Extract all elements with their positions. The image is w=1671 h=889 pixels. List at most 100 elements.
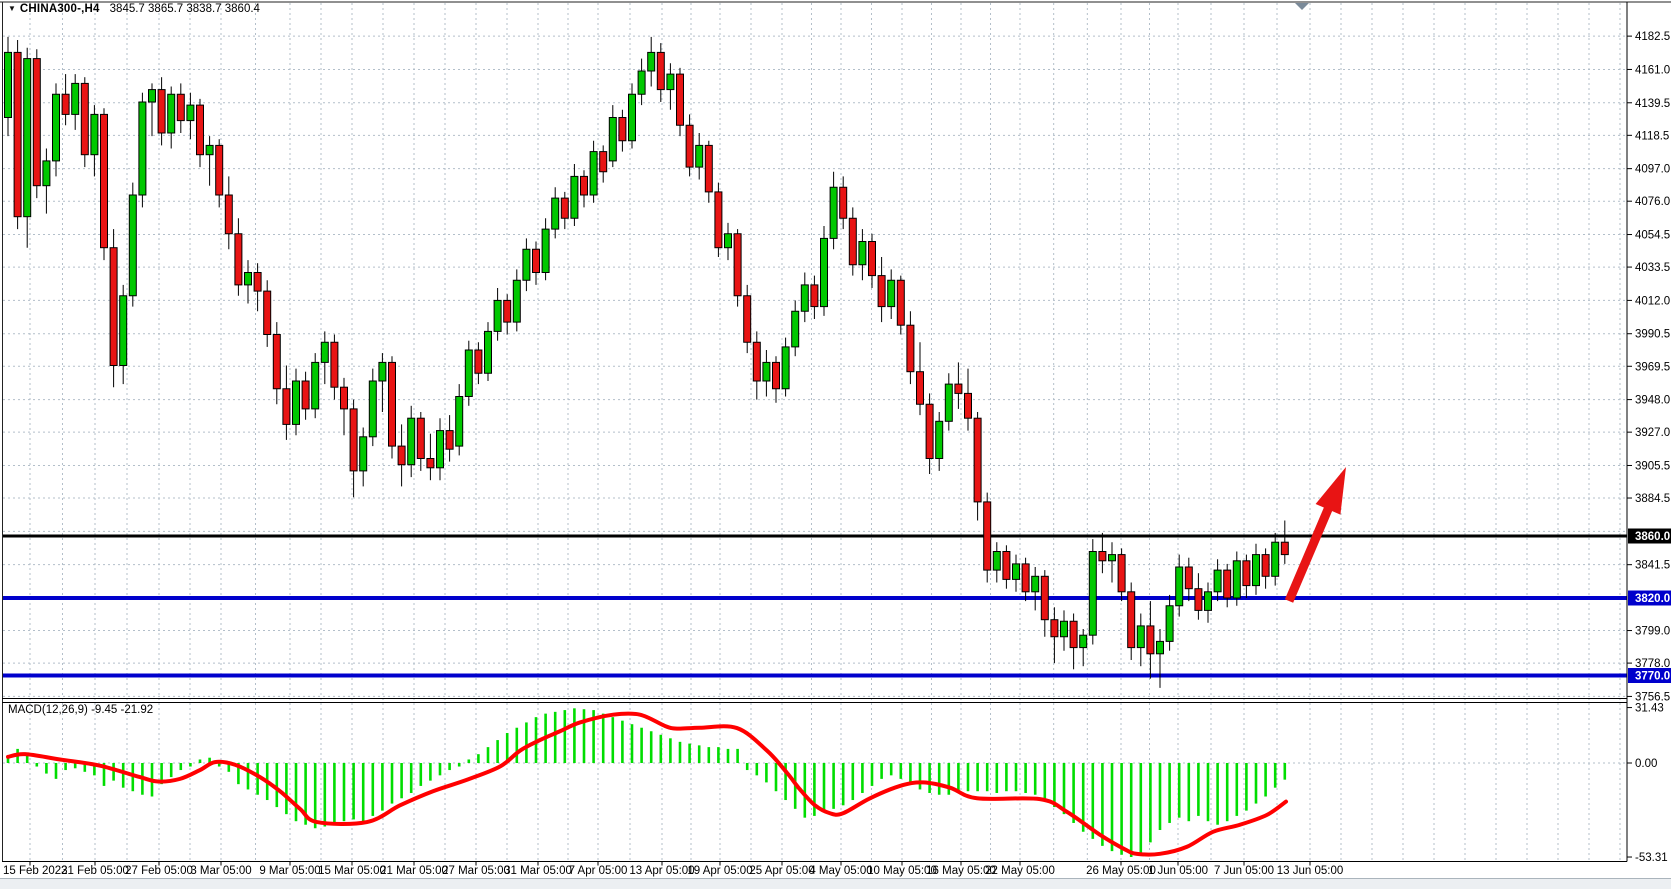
candle-body-bear bbox=[704, 144, 713, 193]
candle-body-bear bbox=[1127, 591, 1136, 649]
candle-body-bear bbox=[580, 175, 588, 196]
candle-body-bull bbox=[71, 82, 80, 115]
price-axis-label: 4012.0 bbox=[1635, 295, 1670, 307]
candle-body-bear bbox=[234, 233, 243, 286]
candle-body-bull bbox=[1252, 554, 1260, 587]
date-axis-label[interactable]: 25 Apr 05:00 bbox=[749, 865, 814, 877]
candle-body-bear bbox=[676, 73, 684, 126]
date-axis-label[interactable]: 26 May 05:00 bbox=[1086, 865, 1156, 877]
candle-body-bull bbox=[320, 341, 329, 363]
candle-body-bull bbox=[512, 279, 521, 323]
candle-body-bear bbox=[964, 392, 972, 419]
trend-arrow-head[interactable] bbox=[1315, 467, 1346, 515]
candle-body-bear bbox=[1146, 625, 1155, 655]
price-line-badge-label: 3770.0 bbox=[1635, 671, 1670, 683]
candle-body-bear bbox=[1242, 560, 1251, 587]
candle-body-bull bbox=[407, 417, 416, 466]
date-axis-label[interactable]: 19 Apr 05:00 bbox=[687, 865, 752, 877]
candle-body-bear bbox=[157, 89, 166, 134]
candle-body-bear bbox=[925, 403, 934, 459]
date-axis-label[interactable]: 31 Mar 05:00 bbox=[504, 865, 572, 877]
date-axis-label[interactable]: 27 Feb 05:00 bbox=[125, 865, 193, 877]
candle-body-bull bbox=[608, 117, 617, 162]
candle-body-bull bbox=[42, 160, 51, 187]
candle-body-bear bbox=[503, 299, 512, 323]
candle-body-bear bbox=[196, 104, 204, 156]
candle-body-bear bbox=[714, 191, 723, 249]
candle-body-bull bbox=[23, 58, 32, 218]
candle-body-bear bbox=[848, 217, 857, 266]
candle-body-bull bbox=[1271, 541, 1280, 577]
candle-body-bear bbox=[388, 361, 396, 447]
candle-body-bear bbox=[1280, 541, 1289, 556]
candle-body-bear bbox=[1261, 554, 1270, 577]
candle-body-bear bbox=[215, 144, 224, 196]
candle-body-bull bbox=[1156, 640, 1164, 655]
candle-body-bear bbox=[109, 247, 118, 366]
macd-signal-line bbox=[6, 711, 1288, 857]
trend-arrow-shaft[interactable] bbox=[1284, 502, 1335, 603]
candle-body-bear bbox=[330, 341, 339, 388]
candle-body-bear bbox=[1223, 569, 1232, 599]
candle-body-bear bbox=[906, 324, 915, 373]
date-axis-label[interactable]: 21 Mar 05:00 bbox=[380, 865, 448, 877]
toolbar-collapse-icon[interactable] bbox=[1295, 3, 1309, 10]
candle-body-bull bbox=[762, 361, 771, 382]
date-axis-label[interactable]: 13 Jun 05:00 bbox=[1277, 865, 1344, 877]
candle-body-bear bbox=[618, 117, 627, 142]
candle-body-bear bbox=[282, 388, 291, 425]
date-axis-label[interactable]: 9 Mar 05:00 bbox=[259, 865, 320, 877]
macd-values: -9.45 -21.92 bbox=[91, 704, 154, 716]
candle-body-bear bbox=[752, 341, 761, 382]
date-axis-label[interactable]: 1 Jun 05:00 bbox=[1148, 865, 1208, 877]
candle-body-bull bbox=[1232, 560, 1241, 599]
candle-body-bull bbox=[311, 361, 320, 410]
candle-body-bull bbox=[666, 73, 675, 91]
candle-body-bull bbox=[464, 349, 473, 397]
macd-indicator-label: MACD(12,26,9) -9.45 -21.92 bbox=[8, 704, 153, 716]
candle-body-bear bbox=[733, 233, 742, 297]
candle-body-bear bbox=[1098, 551, 1107, 562]
candle-body-bull bbox=[541, 228, 550, 274]
candle-body-bull bbox=[493, 299, 502, 332]
price-axis-label: 4054.5 bbox=[1635, 230, 1670, 242]
candle-body-bear bbox=[397, 445, 406, 466]
symbol-dropdown-icon[interactable]: ▼ bbox=[8, 4, 16, 13]
candle-body-bull bbox=[628, 93, 636, 142]
candle-body-bear bbox=[474, 349, 483, 374]
date-axis-label[interactable]: 16 May 05:00 bbox=[926, 865, 996, 877]
price-axis-label: 3990.5 bbox=[1635, 329, 1670, 341]
candle-body-bear bbox=[1184, 566, 1193, 590]
window-bottom-chrome bbox=[0, 878, 1671, 889]
candle-body-bull bbox=[992, 551, 1001, 571]
date-axis-label[interactable]: 4 May 05:00 bbox=[809, 865, 872, 877]
candle-body-bull bbox=[820, 237, 828, 308]
candle-body-bull bbox=[138, 101, 147, 196]
candle-body-bull bbox=[858, 241, 867, 266]
date-axis-label[interactable]: 21 Feb 05:00 bbox=[61, 865, 129, 877]
date-axis-label[interactable]: 7 Jun 05:00 bbox=[1214, 865, 1274, 877]
candle-body-bull bbox=[570, 175, 579, 219]
candle-body-bear bbox=[916, 371, 924, 405]
macd-name: MACD(12,26,9) bbox=[8, 704, 88, 716]
candle-body-bull bbox=[791, 310, 800, 348]
date-axis-label[interactable]: 3 Mar 05:00 bbox=[190, 865, 251, 877]
candle-body-bear bbox=[13, 51, 22, 218]
price-axis-label: 3927.0 bbox=[1635, 427, 1670, 439]
price-axis-label: 3905.5 bbox=[1635, 460, 1670, 472]
candle-body-bull bbox=[368, 380, 377, 438]
date-axis-label[interactable]: 15 Mar 05:00 bbox=[318, 865, 386, 877]
candle-body-bear bbox=[32, 58, 41, 187]
candle-body-bear bbox=[349, 408, 358, 472]
date-axis-label[interactable]: 15 Feb 2023 bbox=[3, 865, 68, 877]
candle-body-bull bbox=[1012, 563, 1020, 580]
candle-body-bear bbox=[1050, 619, 1059, 638]
date-axis-label[interactable]: 27 Mar 05:00 bbox=[442, 865, 510, 877]
date-axis-label[interactable]: 22 May 05:00 bbox=[985, 865, 1055, 877]
date-axis-label[interactable]: 13 Apr 05:00 bbox=[629, 865, 694, 877]
date-axis-label[interactable]: 7 Apr 05:00 bbox=[569, 865, 628, 877]
candle-body-bull bbox=[119, 295, 128, 366]
date-axis-label[interactable]: 10 May 05:00 bbox=[867, 865, 937, 877]
